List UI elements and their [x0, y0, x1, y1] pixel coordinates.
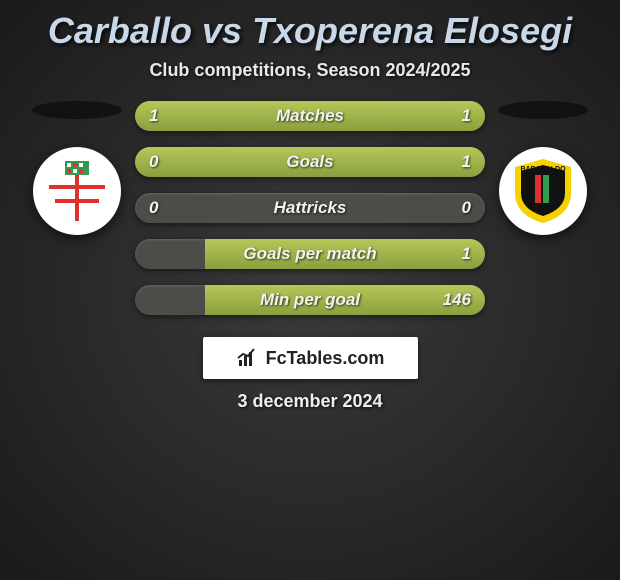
stats-column: 1 Matches 1 0 Goals 1 0 Hattricks 0 Goals per mat…	[135, 101, 485, 315]
stat-label: Min per goal	[260, 290, 360, 310]
shadow-ellipse	[32, 101, 122, 119]
stat-left-value: 1	[149, 106, 158, 126]
stat-label: Goals	[286, 152, 333, 172]
stat-row: 1 Matches 1	[135, 101, 485, 131]
comparison-card: Carballo vs Txoperena Elosegi Club compe…	[0, 0, 620, 422]
stat-right-value: 0	[462, 198, 471, 218]
page-title: Carballo vs Txoperena Elosegi	[0, 10, 620, 52]
stat-right-value: 1	[462, 106, 471, 126]
branding-text: FcTables.com	[266, 348, 385, 369]
stat-label: Matches	[276, 106, 344, 126]
stat-fill-left	[135, 147, 198, 177]
stat-left-value: 0	[149, 152, 158, 172]
left-team-column	[27, 101, 127, 235]
left-crest	[33, 147, 121, 235]
stat-row: 0 Goals 1	[135, 147, 485, 177]
subtitle: Club competitions, Season 2024/2025	[0, 60, 620, 81]
stat-row: Min per goal 146	[135, 285, 485, 315]
stat-fill-right	[198, 147, 485, 177]
stat-right-value: 146	[443, 290, 471, 310]
shadow-ellipse	[498, 101, 588, 119]
date-line: 3 december 2024	[0, 391, 620, 412]
right-team-column: BARAKALDO	[493, 101, 593, 235]
crest-right-icon: BARAKALDO	[505, 153, 581, 229]
stat-label: Goals per match	[243, 244, 376, 264]
crest-left-icon	[41, 155, 113, 227]
stat-right-value: 1	[462, 244, 471, 264]
stat-left-value: 0	[149, 198, 158, 218]
stat-row: 0 Hattricks 0	[135, 193, 485, 223]
chart-icon	[236, 346, 260, 370]
stat-right-value: 1	[462, 152, 471, 172]
stat-row: Goals per match 1	[135, 239, 485, 269]
main-area: 1 Matches 1 0 Goals 1 0 Hattricks 0 Goals per mat…	[0, 101, 620, 315]
branding-box: FcTables.com	[203, 337, 418, 379]
stat-label: Hattricks	[274, 198, 347, 218]
svg-text:BARAKALDO: BARAKALDO	[520, 166, 566, 173]
right-crest: BARAKALDO	[499, 147, 587, 235]
